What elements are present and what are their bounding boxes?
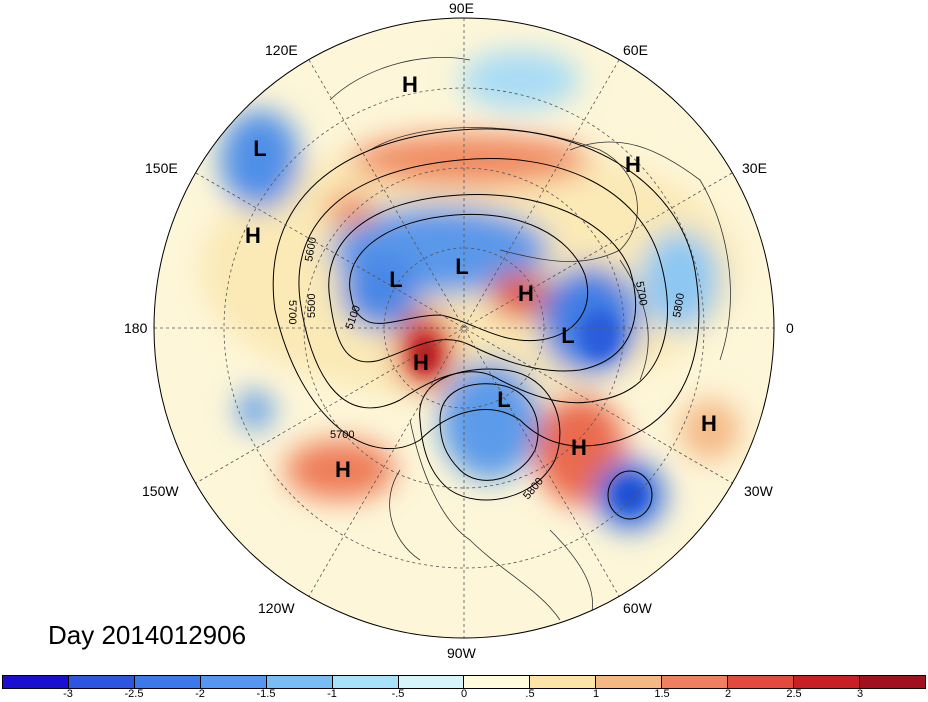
pressure-center: L <box>455 254 468 279</box>
contour-label: 5700 <box>286 300 298 324</box>
lon-label-0: 0 <box>786 320 794 336</box>
lon-label-60e: 60E <box>623 42 648 58</box>
colorbar-swatch <box>68 676 135 688</box>
colorbar-swatch <box>662 676 729 688</box>
pressure-center: H <box>518 281 534 306</box>
contour-label: 5500 <box>306 294 318 318</box>
lon-label-150w: 150W <box>142 483 179 499</box>
pressure-center: H <box>625 152 641 177</box>
pressure-center: L <box>497 387 510 412</box>
anomaly-field <box>154 18 774 638</box>
lon-label-120e: 120E <box>265 42 298 58</box>
colorbar-swatch <box>464 676 531 688</box>
colorbar-swatch <box>266 676 333 688</box>
colorbar-tick-label: 2.5 <box>786 688 802 700</box>
colorbar-swatch <box>794 676 860 688</box>
lon-label-150e: 150E <box>145 160 178 176</box>
colorbar-tick-label: .5 <box>525 688 535 700</box>
colorbar-tick-label: 2 <box>724 688 732 700</box>
coastlines <box>329 57 731 621</box>
contour-value-labels: 5600 5700 5500 5100 5700 5800 5700 5800 <box>286 236 687 502</box>
colorbar-tick-label: 1 <box>592 688 600 700</box>
colorbar-swatch <box>859 676 925 688</box>
contour-label: 5800 <box>671 292 687 318</box>
colorbar-tick-label: -1.5 <box>256 688 276 700</box>
colorbar-tick-label: -2.5 <box>124 688 144 700</box>
lon-label-120w: 120W <box>258 600 295 616</box>
colorbar-swatch <box>398 676 465 688</box>
colorbar-swatch <box>200 676 267 688</box>
pressure-center: L <box>561 323 574 348</box>
pressure-center: H <box>245 223 261 248</box>
contour-label: 5600 <box>303 236 319 262</box>
colorbar-tick-label: 3 <box>856 688 864 700</box>
contour-label: 5700 <box>633 280 649 306</box>
colorbar-swatch <box>728 676 795 688</box>
colorbar-tick-label: 0 <box>460 688 468 700</box>
colorbar-tick-label: 1.5 <box>654 688 670 700</box>
colorbar-swatch <box>134 676 201 688</box>
pressure-center: H <box>335 457 351 482</box>
colorbar-swatch <box>530 676 597 688</box>
pressure-center: H <box>413 350 429 375</box>
lon-label-60w: 60W <box>623 600 652 616</box>
map-boundary <box>153 17 775 639</box>
height-contours <box>272 128 700 520</box>
colorbar-tick-label: -2 <box>195 688 205 700</box>
colorbar <box>2 675 926 689</box>
pressure-center-labels: H L H H L L H L H L H H H L <box>245 72 717 482</box>
contour-label: 5700 <box>330 429 354 441</box>
lon-label-90e: 90E <box>449 0 474 16</box>
pressure-center: L <box>389 267 402 292</box>
graticule <box>154 18 774 638</box>
lon-label-90w: 90W <box>447 645 476 661</box>
colorbar-swatch <box>332 676 399 688</box>
colorbar-swatch <box>3 676 69 688</box>
pressure-center: H <box>402 72 418 97</box>
pressure-center: H <box>701 411 717 436</box>
pressure-center: H <box>571 435 587 460</box>
lon-label-30e: 30E <box>742 160 767 176</box>
colorbar-tick-label: -1 <box>327 688 337 700</box>
colorbar-swatch <box>596 676 663 688</box>
lon-label-30w: 30W <box>744 483 773 499</box>
lon-label-180: 180 <box>124 320 148 336</box>
colorbar-tick-label: -.5 <box>391 688 405 700</box>
map-title: Day 2014012906 <box>48 620 247 650</box>
colorbar-tick-label: -3 <box>63 688 73 700</box>
pressure-center: L <box>253 136 266 161</box>
